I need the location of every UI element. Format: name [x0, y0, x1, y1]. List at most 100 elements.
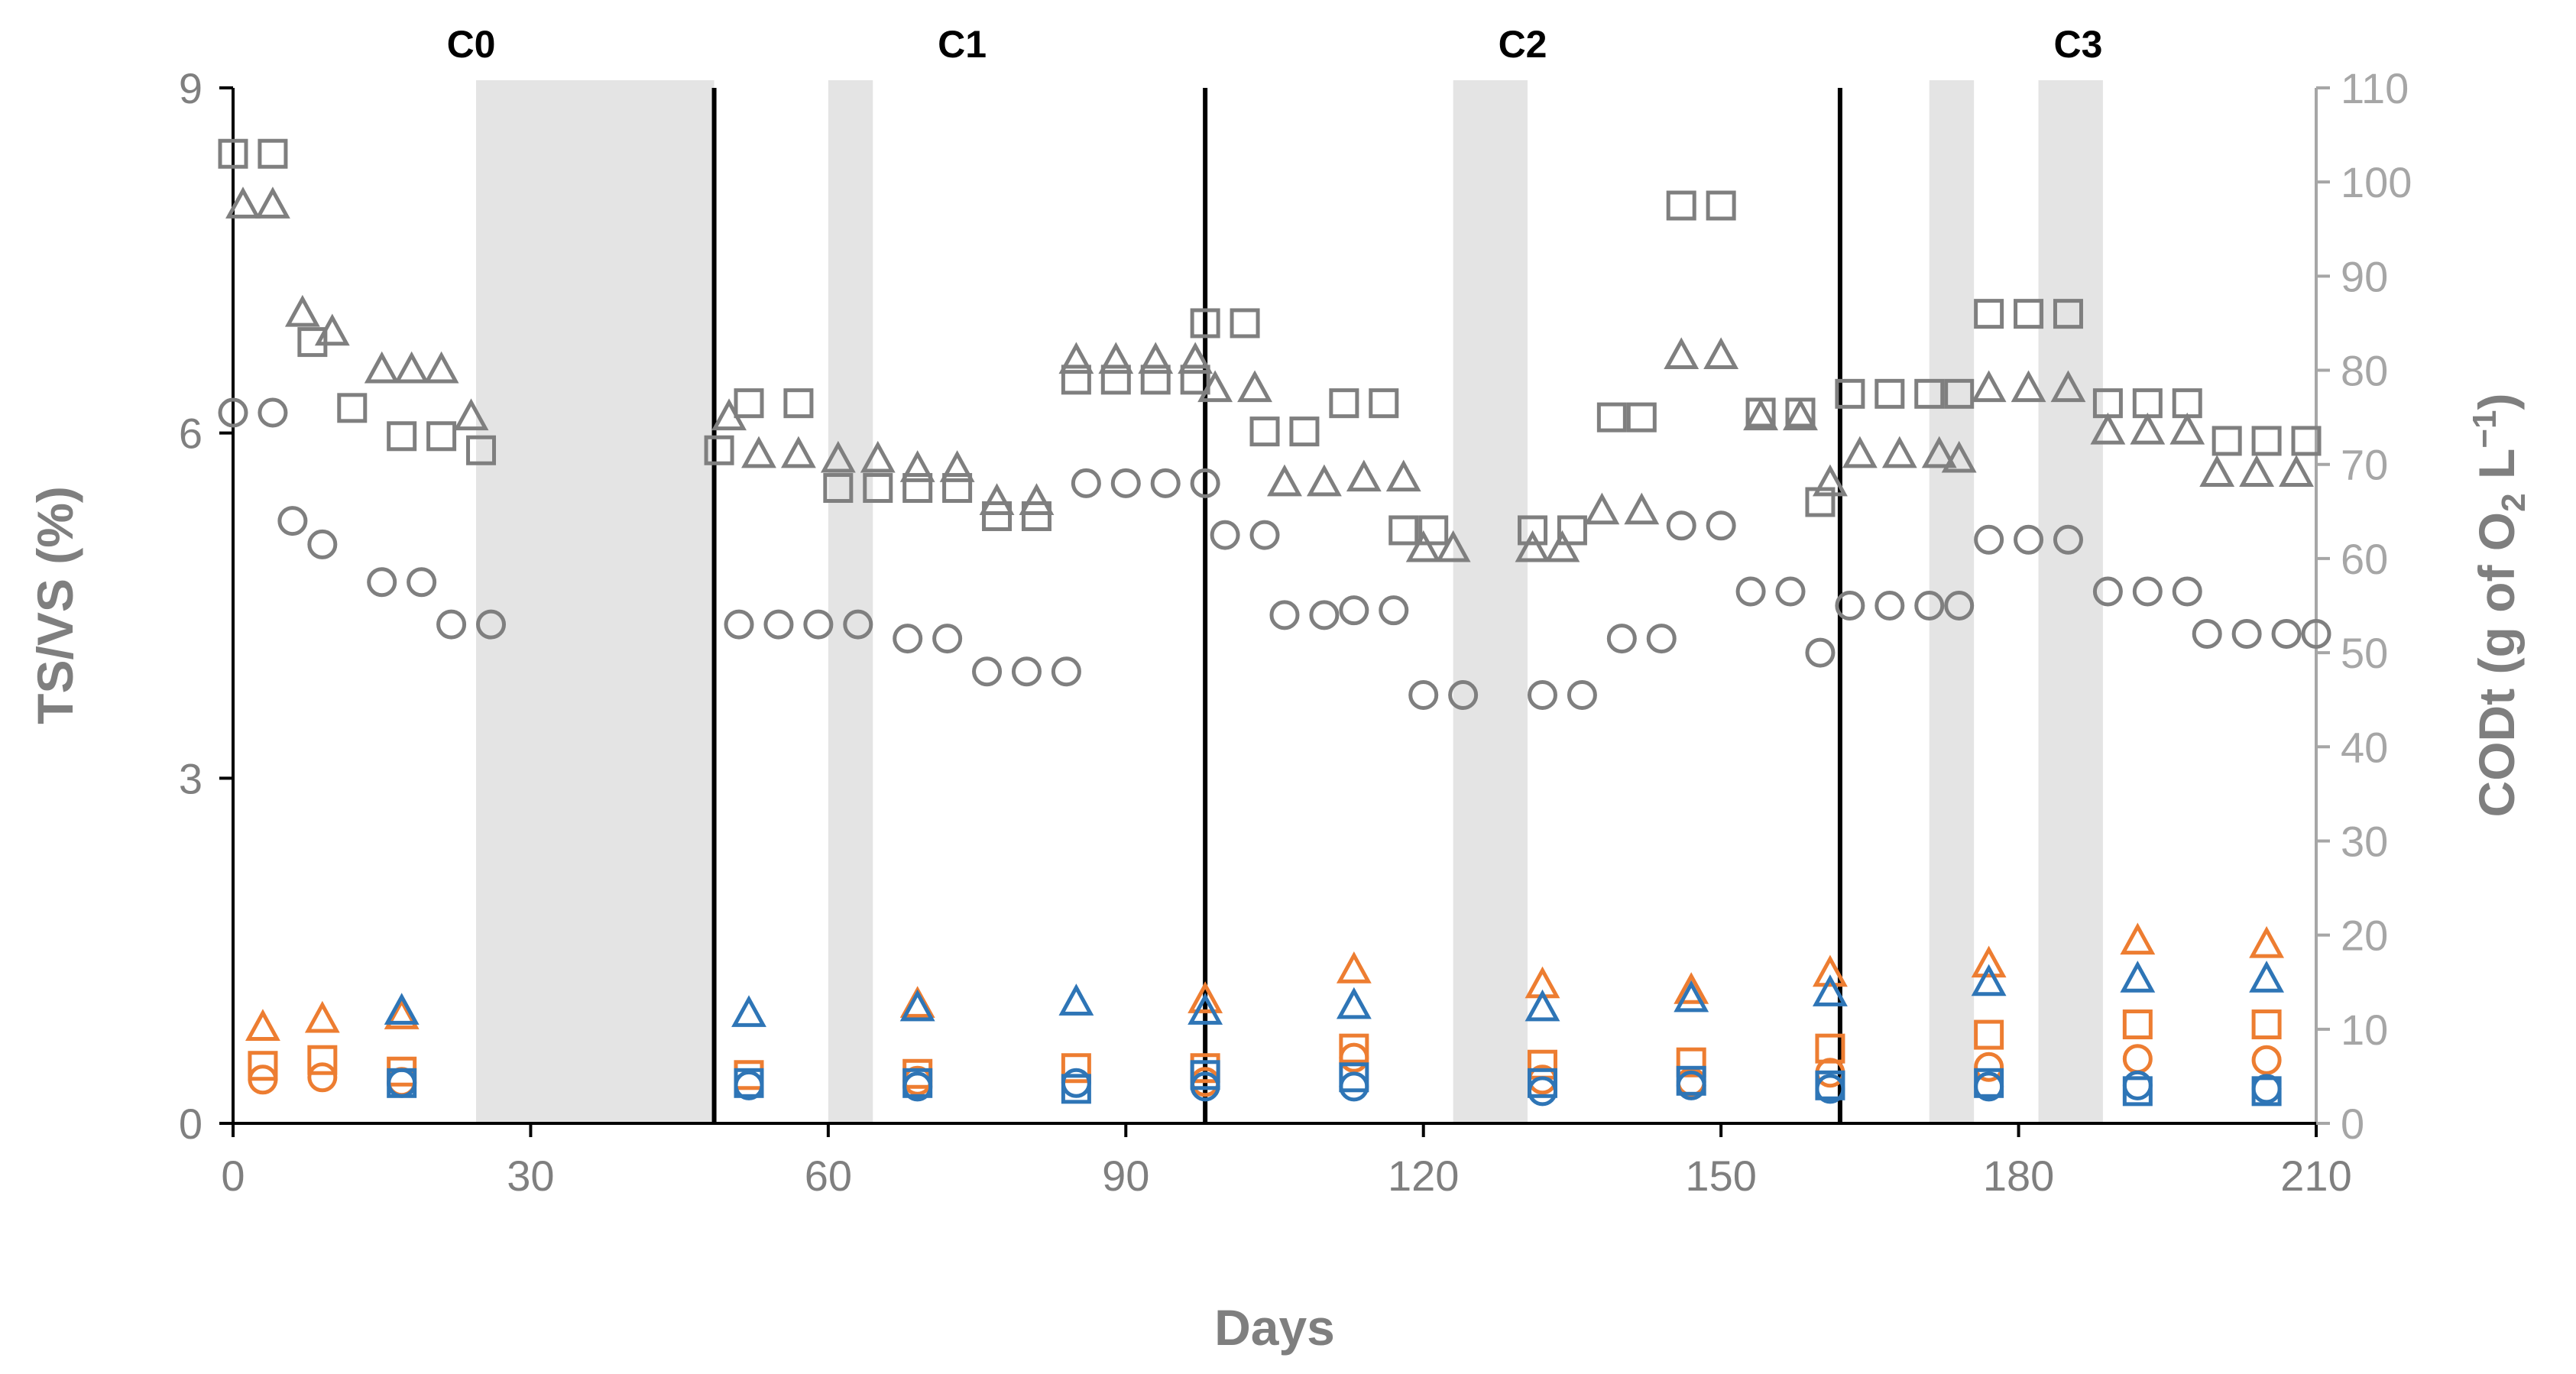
gray-square-point-24	[1329, 388, 1359, 419]
gray-circle-point-14	[972, 656, 1003, 687]
y-right-tick-label-11: 110	[2341, 64, 2409, 112]
gray-triangle-point-43	[2011, 370, 2046, 403]
orange-triangle-point-7	[1674, 972, 1709, 1004]
x-tick-label-0: 0	[221, 1152, 245, 1200]
right-axis-title-end: )	[2468, 394, 2525, 410]
blue-triangle-point-11	[2249, 961, 2285, 993]
gray-triangle-point-26	[1385, 459, 1421, 492]
gray-triangle-point-27	[1405, 530, 1441, 562]
gray-triangle-point-42	[1971, 370, 2007, 403]
gray-triangle-point-28	[1435, 530, 1471, 562]
gray-square-point-22	[1249, 416, 1280, 447]
gray-circle-point-17	[1071, 468, 1101, 498]
gray-circle-point-11	[843, 609, 873, 640]
blue-circle-point-11	[2251, 1074, 2282, 1104]
gray-triangle-point-50	[2279, 455, 2314, 487]
gray-triangle-point-8	[711, 398, 747, 431]
blue-circle-point-10	[2122, 1070, 2153, 1100]
gray-square-point-49	[2291, 426, 2322, 456]
blue-triangle-point-8	[1813, 974, 1848, 1006]
gray-triangle-point-16	[1019, 483, 1055, 515]
cycle-label-c0: C0	[447, 23, 496, 66]
gray-triangle-point-49	[2239, 455, 2275, 487]
gray-circle-point-7	[476, 609, 507, 640]
orange-triangle-point-0	[245, 1009, 280, 1041]
gray-circle-point-33	[1666, 510, 1696, 541]
orange-square-point-11	[1974, 1019, 2004, 1050]
gray-circle-point-2	[277, 506, 308, 536]
orange-square-point-13	[2251, 1009, 2282, 1040]
y-left-tick-label-1: 3	[179, 754, 203, 802]
gray-square-point-15	[1021, 501, 1051, 531]
shaded-period-1	[828, 80, 873, 1122]
gray-square-point-10	[823, 473, 854, 504]
orange-square-point-0	[248, 1051, 278, 1081]
gray-circle-point-27	[1408, 680, 1439, 711]
gray-triangle-point-36	[1783, 398, 1818, 431]
gray-square-point-46	[2172, 388, 2202, 419]
gray-circle-point-36	[1775, 576, 1806, 607]
gray-triangle-point-47	[2169, 412, 2205, 445]
gray-square-point-16	[1061, 365, 1091, 395]
gray-circle-point-43	[2014, 524, 2044, 555]
orange-triangle-point-2	[384, 997, 420, 1029]
x-tick-label-2: 60	[805, 1152, 852, 1200]
gray-circle-point-16	[1051, 656, 1081, 687]
gray-triangle-point-11	[820, 440, 856, 473]
gray-triangle-point-12	[860, 440, 896, 473]
blue-triangle-point-5	[1336, 987, 1372, 1019]
blue-circle-point-3	[1061, 1068, 1091, 1098]
y-right-tick-label-1: 10	[2341, 1006, 2388, 1054]
gray-square-point-12	[902, 473, 933, 504]
gray-triangle-point-30	[1544, 530, 1580, 562]
gray-triangle-point-40	[1921, 436, 1957, 468]
gray-triangle-point-31	[1584, 492, 1620, 525]
gray-triangle-point-46	[2130, 412, 2166, 445]
gray-circle-point-9	[763, 609, 794, 640]
gray-circle-point-18	[1110, 468, 1141, 498]
gray-square-point-37	[1835, 378, 1865, 409]
shaded-period-3	[1929, 80, 1975, 1122]
orange-triangle-point-10	[2120, 922, 2156, 955]
cycle-label-c1: C1	[938, 23, 987, 66]
left-axis-title: TS/VS (%)	[27, 486, 83, 724]
gray-square-point-32	[1666, 190, 1696, 221]
gray-triangle-point-23	[1267, 464, 1302, 497]
gray-square-point-18	[1140, 365, 1171, 395]
blue-circle-point-6	[1527, 1076, 1557, 1107]
gray-triangle-point-41	[1941, 440, 1977, 473]
x-tick-label-5: 150	[1685, 1152, 1756, 1200]
gray-square-point-45	[2132, 388, 2163, 419]
gray-circle-point-46	[2132, 576, 2163, 607]
y-left-tick-label-3: 9	[179, 64, 203, 112]
gray-square-point-38	[1874, 378, 1905, 409]
gray-square-point-47	[2211, 426, 2242, 456]
gray-circle-point-22	[1249, 520, 1280, 550]
gray-triangle-point-13	[899, 450, 935, 482]
gray-triangle-point-14	[939, 450, 975, 482]
gray-square-point-26	[1388, 515, 1419, 546]
gray-triangle-point-33	[1664, 337, 1700, 370]
x-tick-label-4: 120	[1388, 1152, 1459, 1200]
gray-circle-point-37	[1805, 637, 1836, 668]
gray-triangle-point-39	[1881, 436, 1917, 468]
y-right-tick-label-0: 0	[2341, 1100, 2364, 1148]
blue-triangle-point-10	[2120, 961, 2156, 993]
right-axis-title-sub: 2	[2495, 493, 2532, 511]
gray-circle-point-1	[258, 397, 288, 428]
gray-circle-point-40	[1914, 591, 1945, 621]
orange-triangle-point-8	[1813, 954, 1848, 987]
gray-square-point-39	[1914, 378, 1945, 409]
gray-circle-point-42	[1974, 524, 2004, 555]
orange-square-point-12	[2122, 1009, 2153, 1040]
gray-square-point-13	[942, 473, 973, 504]
orange-triangle-point-1	[304, 1000, 340, 1033]
gray-circle-point-39	[1874, 591, 1905, 621]
gray-circle-point-26	[1379, 595, 1409, 626]
gray-circle-point-49	[2231, 618, 2262, 649]
gray-triangle-point-34	[1703, 337, 1739, 370]
orange-circle-point-11	[2251, 1045, 2282, 1075]
gray-square-point-33	[1706, 190, 1736, 221]
y-right-tick-label-10: 100	[2341, 158, 2412, 206]
